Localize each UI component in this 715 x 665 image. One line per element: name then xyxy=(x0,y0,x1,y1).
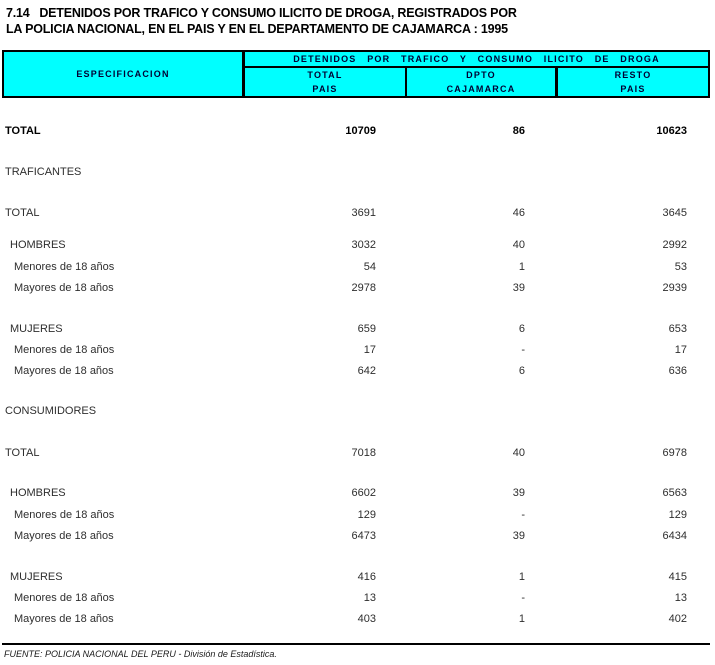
cell-total-pais: 416 xyxy=(357,571,376,583)
cell-total-pais: 7018 xyxy=(351,447,376,459)
row-label: CONSUMIDORES xyxy=(5,405,97,417)
cell-dpto-cajamarca: 6 xyxy=(518,365,525,377)
column-header-resto-pais: RESTO PAIS xyxy=(555,68,708,96)
table-row: HOMBRES 6602 39 6563 xyxy=(0,487,715,501)
cell-total-pais: 2978 xyxy=(351,282,376,294)
table-row: TOTAL 7018 40 6978 xyxy=(0,447,715,461)
table-row: Mayores de 18 años 403 1 402 xyxy=(0,613,715,627)
cell-dpto-cajamarca: - xyxy=(521,344,525,356)
cell-resto-pais: 17 xyxy=(674,344,687,356)
row-label: TOTAL xyxy=(5,207,40,219)
column-header-total-pais: TOTAL PAIS xyxy=(245,68,405,96)
page-title-line2: LA POLICIA NACIONAL, EN EL PAIS Y EN EL … xyxy=(6,22,508,36)
row-label: Menores de 18 años xyxy=(14,261,115,273)
column-header-line: DPTO xyxy=(466,70,496,80)
table-row: Mayores de 18 años 2978 39 2939 xyxy=(0,282,715,296)
table-row: Mayores de 18 años 6473 39 6434 xyxy=(0,530,715,544)
table-header: ESPECIFICACION DETENIDOS POR TRAFICO Y C… xyxy=(2,50,710,98)
cell-dpto-cajamarca: 1 xyxy=(518,571,525,583)
table-row: MUJERES 416 1 415 xyxy=(0,571,715,585)
cell-total-pais: 3032 xyxy=(351,239,376,251)
row-label: Mayores de 18 años xyxy=(14,530,114,542)
cell-resto-pais: 402 xyxy=(668,613,687,625)
row-label: MUJERES xyxy=(10,323,63,335)
cell-resto-pais: 3645 xyxy=(662,207,687,219)
cell-dpto-cajamarca: - xyxy=(521,509,525,521)
page-title-line1: 7.14 DETENIDOS POR TRAFICO Y CONSUMO ILI… xyxy=(6,6,517,20)
column-header-especificacion: ESPECIFICACION xyxy=(4,52,245,96)
cell-resto-pais: 636 xyxy=(668,365,687,377)
cell-total-pais: 129 xyxy=(357,509,376,521)
table-header-right-section: DETENIDOS POR TRAFICO Y CONSUMO ILICITO … xyxy=(245,52,708,96)
cell-total-pais: 13 xyxy=(363,592,376,604)
table-row: MUJERES 659 6 653 xyxy=(0,323,715,337)
row-label: Menores de 18 años xyxy=(14,592,115,604)
cell-dpto-cajamarca: 39 xyxy=(512,282,525,294)
column-header-line: CAJAMARCA xyxy=(446,84,516,94)
row-label: MUJERES xyxy=(10,571,63,583)
cell-resto-pais: 13 xyxy=(674,592,687,604)
cell-dpto-cajamarca: 46 xyxy=(512,207,525,219)
row-label: Mayores de 18 años xyxy=(14,282,114,294)
cell-resto-pais: 6434 xyxy=(662,530,687,542)
cell-total-pais: 17 xyxy=(363,344,376,356)
cell-dpto-cajamarca: 1 xyxy=(518,613,525,625)
cell-total-pais: 642 xyxy=(357,365,376,377)
cell-resto-pais: 53 xyxy=(674,261,687,273)
cell-resto-pais: 10623 xyxy=(656,125,687,137)
row-label: Mayores de 18 años xyxy=(14,613,114,625)
cell-resto-pais: 653 xyxy=(668,323,687,335)
table-row: HOMBRES 3032 40 2992 xyxy=(0,239,715,253)
cell-resto-pais: 2992 xyxy=(662,239,687,251)
cell-dpto-cajamarca: 39 xyxy=(512,487,525,499)
column-header-line: PAIS xyxy=(620,84,646,94)
source-note: FUENTE: POLICIA NACIONAL DEL PERU - Divi… xyxy=(4,649,277,659)
footer-divider xyxy=(2,643,710,645)
row-label: TRAFICANTES xyxy=(5,166,82,178)
cell-total-pais: 10709 xyxy=(345,125,376,137)
cell-dpto-cajamarca: 1 xyxy=(518,261,525,273)
cell-resto-pais: 6563 xyxy=(662,487,687,499)
row-label: Menores de 18 años xyxy=(14,344,115,356)
row-label: Mayores de 18 años xyxy=(14,365,114,377)
cell-resto-pais: 6978 xyxy=(662,447,687,459)
cell-dpto-cajamarca: - xyxy=(521,592,525,604)
table-row: Menores de 18 años 17 - 17 xyxy=(0,344,715,358)
table-row: CONSUMIDORES xyxy=(0,405,715,419)
cell-dpto-cajamarca: 86 xyxy=(512,125,525,137)
table-row: TRAFICANTES xyxy=(0,166,715,180)
table-row: TOTAL 3691 46 3645 xyxy=(0,207,715,221)
cell-dpto-cajamarca: 40 xyxy=(512,239,525,251)
column-header-line: TOTAL xyxy=(307,70,343,80)
row-label: TOTAL xyxy=(5,447,40,459)
table-row: Menores de 18 años 129 - 129 xyxy=(0,509,715,523)
cell-total-pais: 403 xyxy=(357,613,376,625)
cell-dpto-cajamarca: 40 xyxy=(512,447,525,459)
column-header-line: PAIS xyxy=(312,84,338,94)
row-label: HOMBRES xyxy=(10,487,66,499)
cell-total-pais: 3691 xyxy=(351,207,376,219)
cell-resto-pais: 129 xyxy=(668,509,687,521)
cell-total-pais: 54 xyxy=(363,261,376,273)
row-label: Menores de 18 años xyxy=(14,509,115,521)
cell-total-pais: 659 xyxy=(357,323,376,335)
table-row: Mayores de 18 años 642 6 636 xyxy=(0,365,715,379)
cell-total-pais: 6473 xyxy=(351,530,376,542)
cell-resto-pais: 2939 xyxy=(662,282,687,294)
column-header-dpto-cajamarca: DPTO CAJAMARCA xyxy=(405,68,555,96)
group-header: DETENIDOS POR TRAFICO Y CONSUMO ILICITO … xyxy=(245,52,708,68)
column-headers: TOTAL PAIS DPTO CAJAMARCA RESTO PAIS xyxy=(245,68,708,96)
table-row: TOTAL 10709 86 10623 xyxy=(0,125,715,139)
cell-total-pais: 6602 xyxy=(351,487,376,499)
table-row: Menores de 18 años 54 1 53 xyxy=(0,261,715,275)
row-label: TOTAL xyxy=(5,125,41,137)
column-header-line: RESTO xyxy=(614,70,652,80)
cell-resto-pais: 415 xyxy=(668,571,687,583)
table-row: Menores de 18 años 13 - 13 xyxy=(0,592,715,606)
page-title: 7.14 DETENIDOS POR TRAFICO Y CONSUMO ILI… xyxy=(6,5,517,37)
cell-dpto-cajamarca: 6 xyxy=(518,323,525,335)
row-label: HOMBRES xyxy=(10,239,66,251)
cell-dpto-cajamarca: 39 xyxy=(512,530,525,542)
